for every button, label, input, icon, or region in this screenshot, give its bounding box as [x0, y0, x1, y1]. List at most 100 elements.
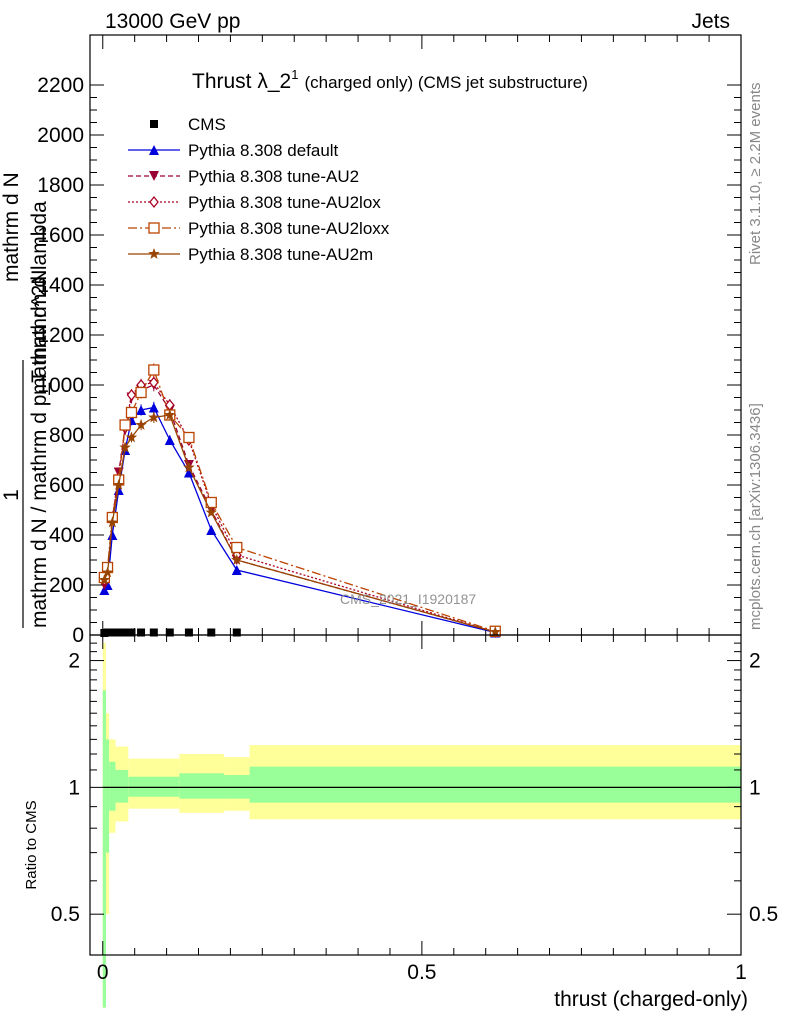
data-point	[121, 628, 130, 637]
legend-label: Pythia 8.308 tune-AU2	[188, 167, 359, 186]
ratio-y-tick-label: 1	[68, 776, 80, 799]
y-tick-label: 1200	[37, 324, 84, 347]
legend-label: Pythia 8.308 tune-AU2lox	[188, 193, 381, 212]
main-series	[98, 363, 501, 639]
main-ylabel: 1 mathrm d N / mathrm d p_T mathrm d lam…	[0, 172, 51, 628]
ratio-band-1sigma	[109, 761, 116, 811]
data-point	[126, 388, 137, 402]
series-pythia-8-308-tune-au2m	[98, 409, 501, 637]
data-point	[119, 441, 131, 453]
ratio-y-tick-label: 0.5	[51, 903, 80, 926]
data-point	[183, 461, 195, 473]
data-point	[231, 565, 242, 575]
chart-title: Thrust λ_21 (charged only) (CMS jet subst…	[192, 67, 588, 93]
data-point	[137, 628, 146, 637]
ratio-band-1sigma	[179, 773, 225, 799]
data-point	[207, 628, 216, 637]
legend-marker	[148, 222, 160, 234]
mcplots-note: mcplots.cern.ch [arXiv:1306.3436]	[747, 403, 764, 630]
legend-marker	[148, 248, 160, 259]
data-point	[489, 626, 501, 637]
data-point	[164, 435, 175, 445]
series-cms	[100, 628, 241, 637]
legend-marker	[149, 195, 159, 209]
data-point	[101, 566, 114, 578]
ratio-bands	[102, 643, 741, 1008]
y-tick-label: 200	[49, 574, 84, 597]
legend-marker	[150, 120, 158, 128]
y-tick-label: 1800	[37, 174, 84, 197]
data-point	[119, 419, 131, 431]
header-energy: 13000 GeV pp	[105, 10, 240, 33]
data-point	[148, 376, 159, 389]
data-point	[164, 409, 176, 420]
y-tick-label: 600	[49, 474, 84, 497]
ratio-y-tick-label-right: 0.5	[749, 903, 778, 926]
data-point	[135, 386, 147, 399]
data-point	[127, 628, 136, 637]
y-tick-label: 2200	[37, 74, 84, 97]
legend-marker	[149, 145, 159, 155]
legend-label: Pythia 8.308 tune-AU2loxx	[188, 219, 390, 238]
data-point	[149, 628, 158, 637]
data-point	[106, 516, 118, 528]
data-point	[108, 628, 117, 637]
data-point	[135, 419, 147, 430]
ratio-y-tick-label-right: 1	[749, 776, 761, 799]
ratio-band-1sigma	[249, 766, 741, 803]
data-point	[136, 405, 147, 415]
main-axis-ticks: 0 200 400 600 800 1000 1200 1400 1600 1800 2000 220…	[37, 35, 742, 647]
ratio-band-1sigma	[105, 739, 110, 853]
ylabel-line3: mathrm d^2N	[28, 270, 51, 395]
data-point	[148, 402, 159, 413]
data-point	[148, 411, 160, 423]
data-point	[125, 431, 138, 443]
data-point	[113, 479, 125, 490]
y-tick-label: 400	[49, 524, 84, 547]
watermark: CMS_2021_I1920187	[340, 591, 476, 607]
data-point	[231, 541, 243, 554]
ylabel-line1: mathrm d N / mathrm d p_T mathrm d lambd…	[28, 201, 51, 628]
ratio-y-tick-label-right: 2	[749, 650, 761, 673]
ratio-panel: 0.5 0.5 1 1 2 2 0 0.5 1	[51, 634, 778, 1008]
ratio-frame	[89, 634, 742, 956]
data-point	[98, 574, 111, 585]
legend-label: Pythia 8.308 default	[188, 141, 339, 160]
y-tick-label: 2000	[37, 124, 84, 147]
data-point	[183, 431, 195, 444]
rivet-note: Rivet 3.1.10, ≥ 2.2M events	[747, 83, 764, 266]
y-tick-label: 1400	[37, 274, 84, 297]
y-tick-label: 1600	[37, 224, 84, 247]
data-point	[114, 628, 123, 637]
data-point	[183, 467, 194, 478]
y-tick-label: 0	[72, 624, 84, 647]
data-point	[165, 628, 174, 637]
ylabel-numerator: 1	[0, 489, 23, 501]
ratio-band-1sigma	[102, 690, 106, 1008]
ratio-band-1sigma	[128, 776, 180, 797]
header-jets: Jets	[691, 10, 730, 33]
data-point	[107, 530, 118, 540]
data-point	[231, 554, 243, 565]
ylabel-line2: mathrm d N	[0, 172, 23, 282]
data-point	[206, 525, 217, 535]
x-axis-label: thrust (charged-only)	[554, 988, 748, 1011]
y-tick-label: 800	[49, 424, 84, 447]
data-point	[205, 506, 217, 518]
x-tick-label: 0	[97, 961, 109, 984]
legend-label: Pythia 8.308 tune-AU2m	[188, 245, 373, 264]
chart-title-sup: 1	[291, 67, 298, 82]
ratio-y-tick-label: 2	[68, 650, 80, 673]
x-tick-label: 0.5	[407, 961, 436, 984]
y-tick-label: 1000	[37, 374, 84, 397]
legend-marker	[149, 171, 159, 181]
data-point	[184, 628, 193, 637]
legend: CMS Pythia 8.308 default Pythia 8.308 tune…	[128, 115, 390, 264]
x-tick-label: 1	[735, 961, 747, 984]
ratio-axis-ticks: 0.5 0.5 1 1 2 2 0 0.5 1	[51, 635, 778, 984]
main-panel: 0 200 400 600 800 1000 1200 1400 1600 1800 2000 220…	[37, 34, 742, 647]
data-point	[148, 364, 160, 376]
data-point	[103, 628, 112, 637]
data-point	[232, 628, 241, 637]
